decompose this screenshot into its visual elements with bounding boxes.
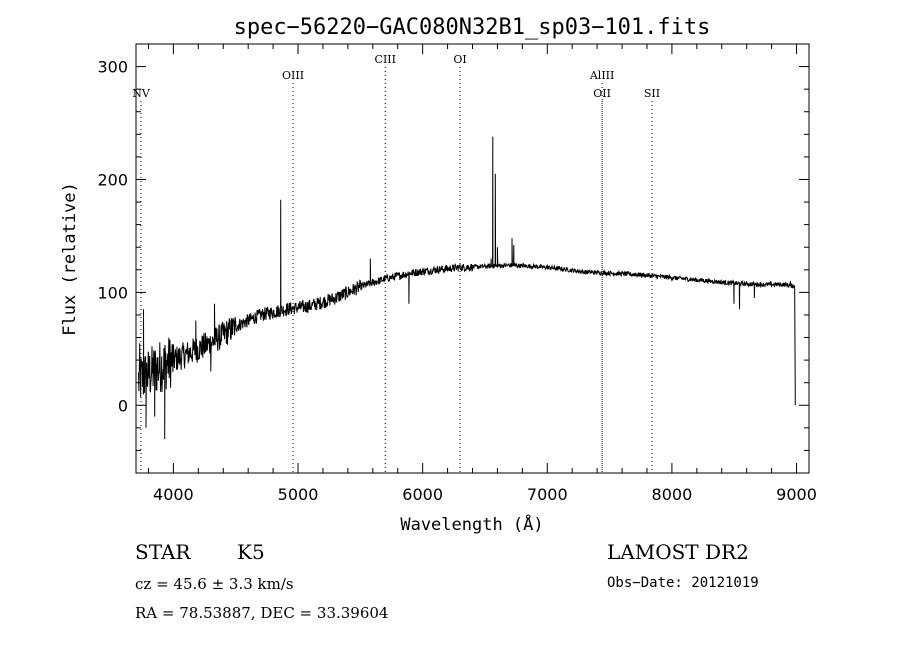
spectrum-line	[138, 136, 796, 440]
x-tick-label: 9000	[776, 485, 817, 504]
coordinates: RA = 78.53887, DEC = 33.39604	[135, 604, 389, 622]
y-axis-label: Flux (relative)	[60, 182, 80, 336]
line-marker-label: AlIII	[589, 69, 615, 82]
x-tick-label: 7000	[527, 485, 568, 504]
x-tick-label: 6000	[402, 485, 443, 504]
tick-labels: 4000 5000 6000 7000 8000 9000 0 100 200 300	[97, 58, 816, 504]
plot-frame	[135, 43, 810, 474]
y-tick-label: 0	[118, 396, 128, 415]
x-tick-label: 8000	[652, 485, 693, 504]
object-type: STAR	[135, 540, 191, 564]
x-tick-label: 5000	[278, 485, 319, 504]
y-tick-label: 300	[97, 58, 128, 77]
line-marker-label: OI	[453, 53, 466, 66]
redshift-cz: cz = 45.6 ± 3.3 km/s	[135, 575, 294, 593]
observation-date: Obs−Date: 20121019	[607, 575, 759, 591]
x-axis-label: Wavelength (Å)	[400, 513, 543, 535]
line-marker-label: OIII	[282, 69, 304, 82]
chart-title: spec−56220−GAC080N32B1_sp03−101.fits	[234, 15, 711, 40]
line-marker-label: CIII	[375, 53, 396, 66]
line-markers: NV OIII CIII OI AlIII OII SII	[132, 53, 660, 473]
line-marker-label: SII	[644, 87, 660, 100]
y-tick-label: 200	[97, 170, 128, 189]
spectral-subclass: K5	[237, 540, 265, 564]
y-tick-label: 100	[97, 283, 128, 302]
axis-ticks	[136, 44, 809, 473]
x-tick-label: 4000	[153, 485, 194, 504]
line-marker-label: OII	[593, 87, 611, 100]
survey-name: LAMOST DR2	[607, 540, 749, 564]
line-marker-label: NV	[132, 87, 151, 100]
